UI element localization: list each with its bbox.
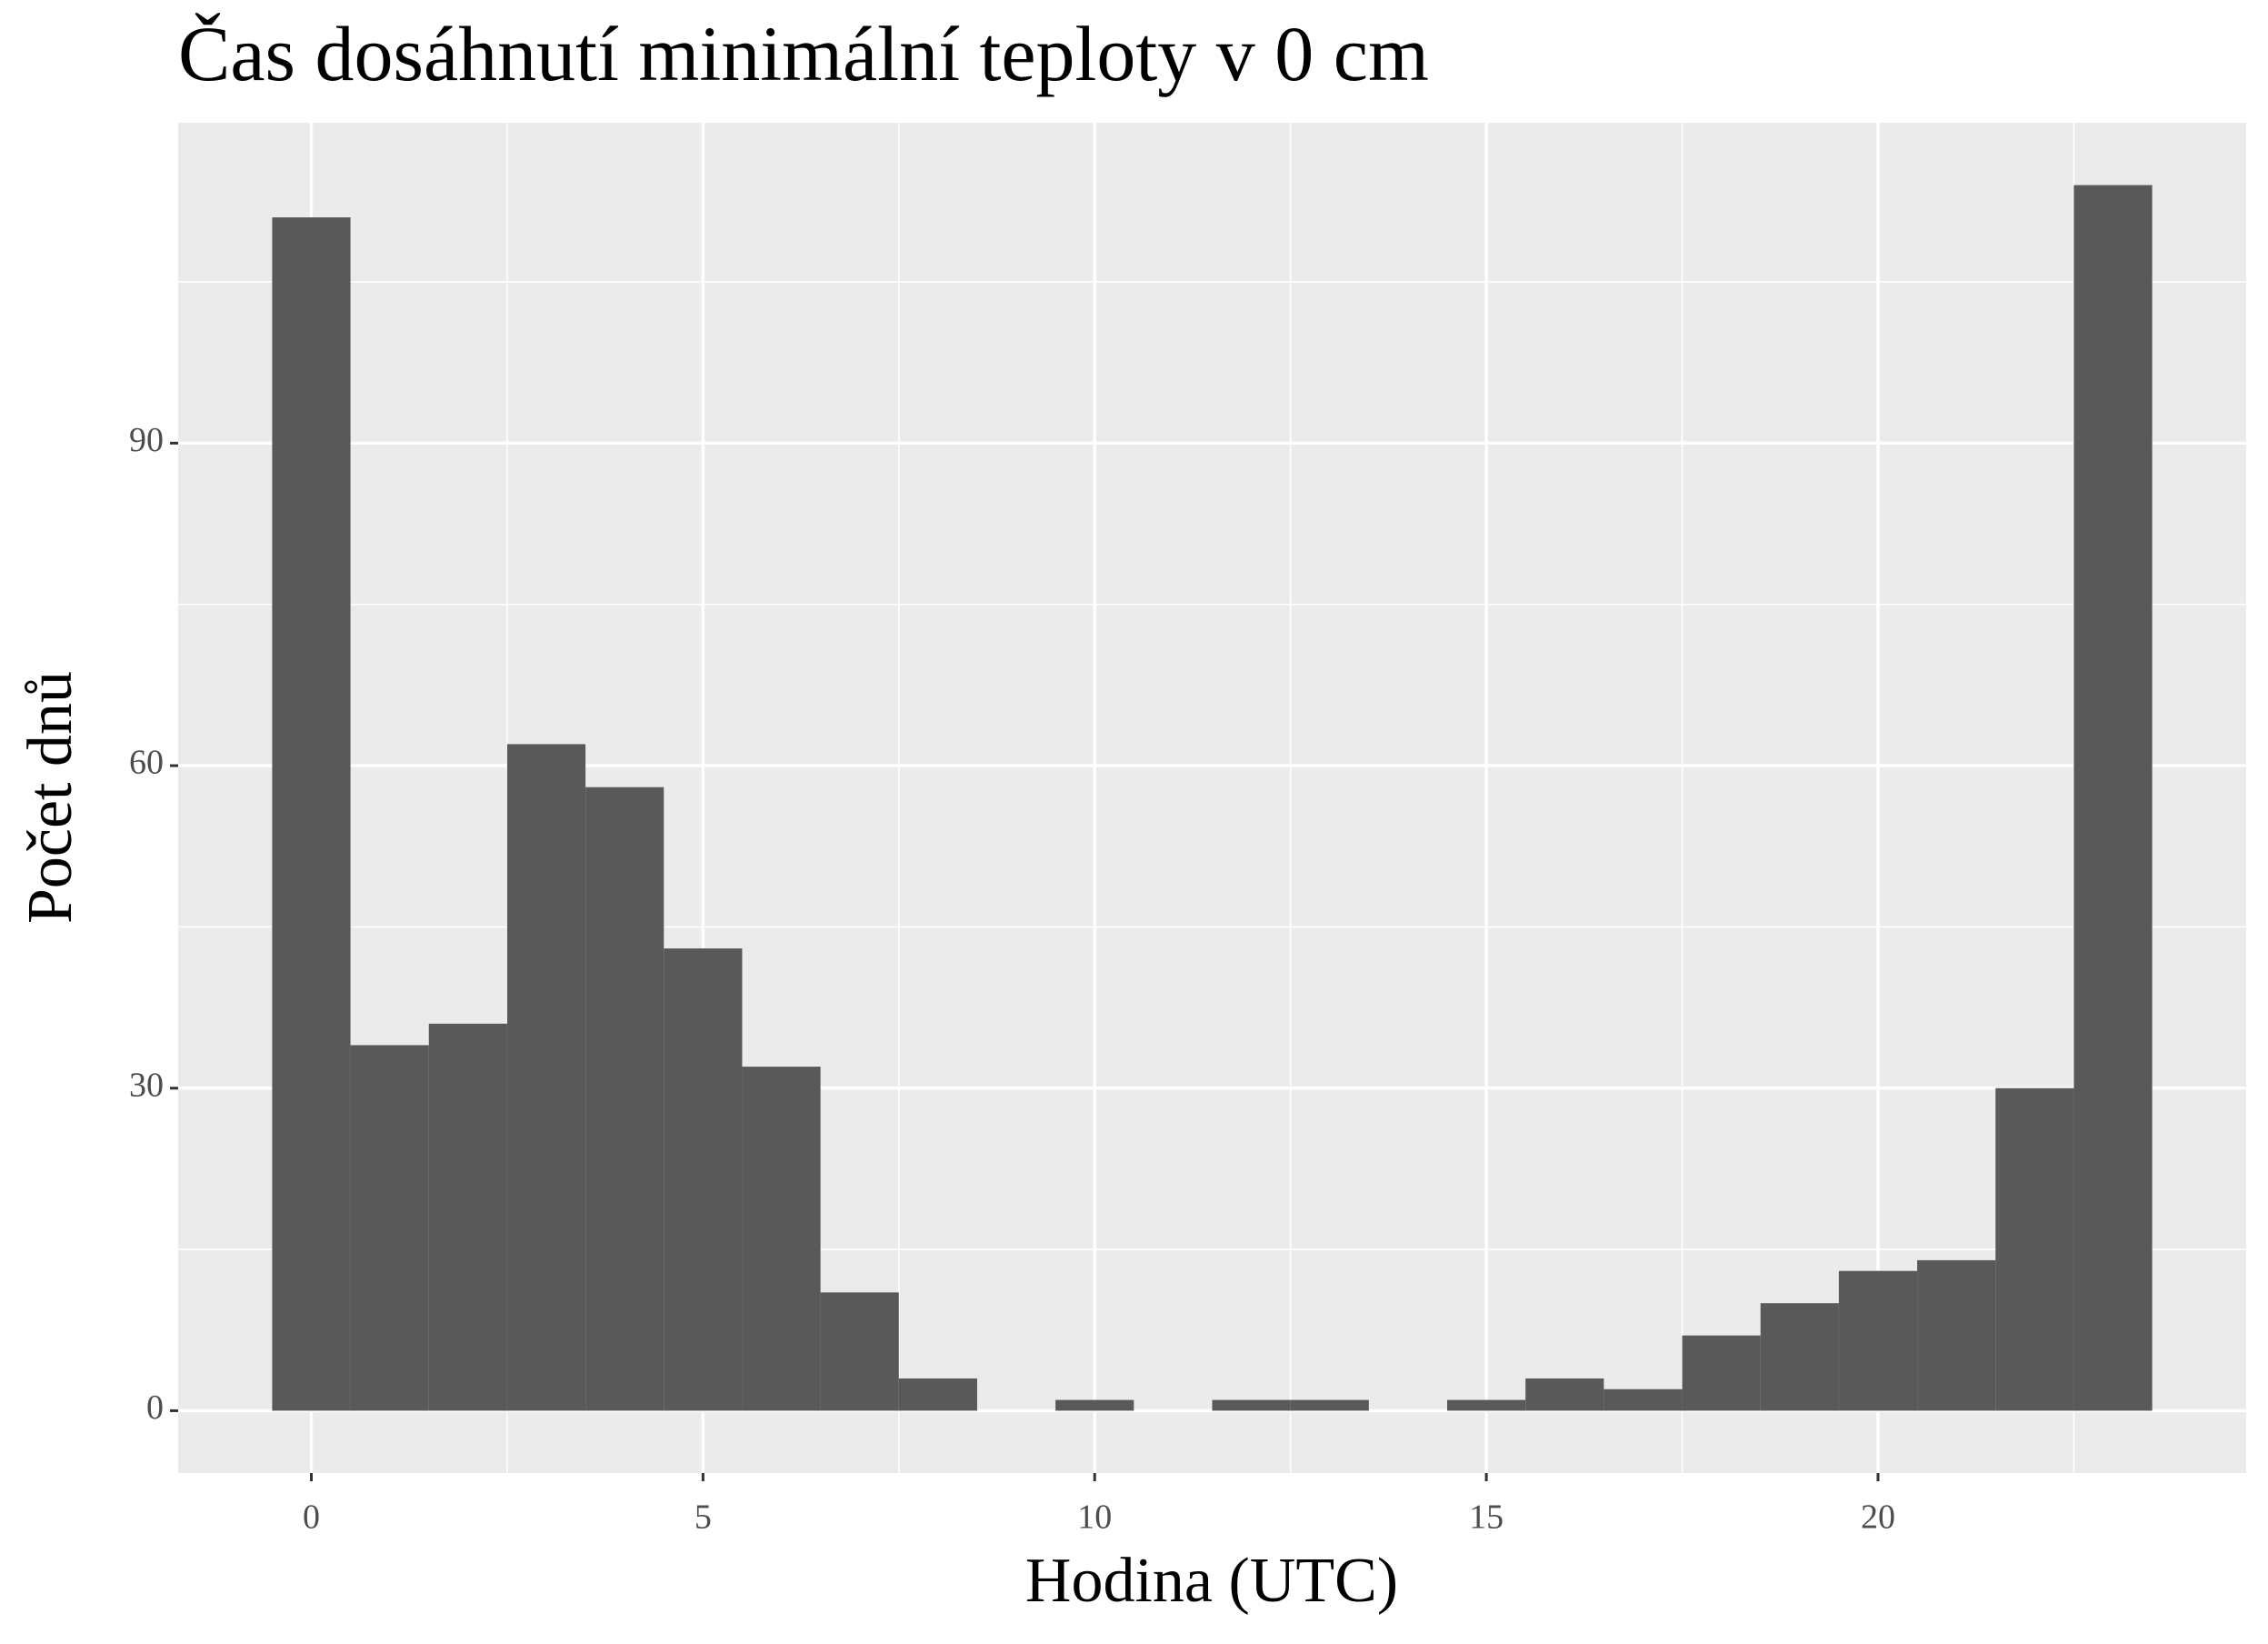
- x-tick-label: 15: [1469, 1499, 1504, 1537]
- bar: [506, 744, 586, 1411]
- bar: [1760, 1303, 1839, 1411]
- bar: [1055, 1399, 1134, 1411]
- bar: [1682, 1335, 1761, 1411]
- bar: [1290, 1399, 1369, 1411]
- bar: [820, 1292, 899, 1411]
- bar: [272, 217, 351, 1411]
- bar: [1838, 1270, 1918, 1411]
- x-tick-label: 5: [694, 1499, 712, 1537]
- bar: [350, 1045, 429, 1411]
- bar: [2073, 185, 2153, 1411]
- chart-title: Čas dosáhnutí minimální teploty v 0 cm: [178, 10, 1429, 97]
- y-axis-title: Počet dnů: [15, 671, 85, 924]
- bar: [1525, 1378, 1604, 1411]
- bar: [1917, 1259, 1996, 1411]
- x-tick-label: 10: [1077, 1499, 1112, 1537]
- y-tick-label: 30: [129, 1066, 164, 1104]
- y-tick-label: 90: [129, 421, 164, 459]
- y-tick-label: 60: [129, 744, 164, 782]
- x-tick-label: 0: [303, 1499, 320, 1537]
- bar: [428, 1023, 507, 1411]
- bar: [664, 948, 743, 1411]
- bar: [1447, 1399, 1526, 1411]
- bar: [898, 1378, 977, 1411]
- x-tick-label: 20: [1861, 1499, 1895, 1537]
- bar: [1604, 1388, 1683, 1411]
- bar: [1995, 1088, 2074, 1411]
- bar: [585, 787, 664, 1411]
- x-axis-title: Hodina (UTC): [1025, 1546, 1398, 1616]
- bar: [1212, 1399, 1291, 1411]
- bar: [742, 1067, 821, 1411]
- y-tick-label: 0: [146, 1388, 164, 1427]
